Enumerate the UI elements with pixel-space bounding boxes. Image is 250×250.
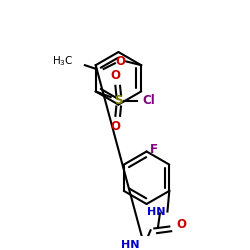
Text: O: O bbox=[176, 218, 186, 231]
Text: S: S bbox=[114, 94, 122, 107]
Text: H$_3$C: H$_3$C bbox=[52, 54, 74, 68]
Text: HN: HN bbox=[121, 240, 139, 250]
Text: O: O bbox=[110, 120, 120, 133]
Text: Cl: Cl bbox=[142, 94, 155, 107]
Text: O: O bbox=[110, 69, 120, 82]
Text: HN: HN bbox=[147, 206, 166, 216]
Text: F: F bbox=[150, 143, 158, 156]
Text: O: O bbox=[116, 55, 126, 68]
